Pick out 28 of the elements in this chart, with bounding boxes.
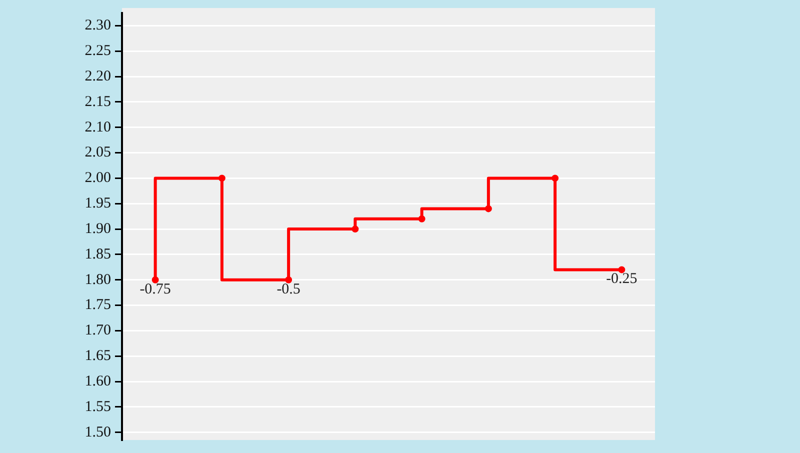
y-tick-label: 1.90 xyxy=(84,220,111,237)
point xyxy=(152,276,159,284)
point xyxy=(285,276,292,284)
y-tick-label: 2.10 xyxy=(84,119,111,136)
x-tick-label: -0.75 xyxy=(140,281,171,298)
y-tick-label: 1.60 xyxy=(84,373,111,390)
point xyxy=(218,174,226,182)
x-tick-label: -0.25 xyxy=(606,271,638,288)
y-tick-label: 1.85 xyxy=(84,246,111,262)
y-tick-label: 1.65 xyxy=(84,348,111,364)
y-tick-label: 2.20 xyxy=(84,68,111,84)
y-tick-label: 2.00 xyxy=(84,170,111,186)
y-tick-label: 1.70 xyxy=(84,322,111,339)
y-tick-label: 1.80 xyxy=(84,272,111,288)
y-tick-label: 2.15 xyxy=(84,94,111,110)
y-tick-label: 2.05 xyxy=(84,144,111,161)
y-tick-label: 2.30 xyxy=(84,18,111,34)
point xyxy=(552,174,559,182)
point xyxy=(352,226,359,233)
y-tick-label: 1.95 xyxy=(84,196,111,212)
point xyxy=(484,205,492,212)
point xyxy=(618,266,626,274)
y-tick-label: 1.75 xyxy=(84,297,111,314)
x-tick-label: -0.5 xyxy=(276,281,300,298)
y-tick-label: 1.55 xyxy=(84,398,111,415)
y-tick-label: 2.25 xyxy=(84,43,111,60)
y-tick-label: 1.50 xyxy=(84,424,111,440)
point xyxy=(418,215,426,222)
